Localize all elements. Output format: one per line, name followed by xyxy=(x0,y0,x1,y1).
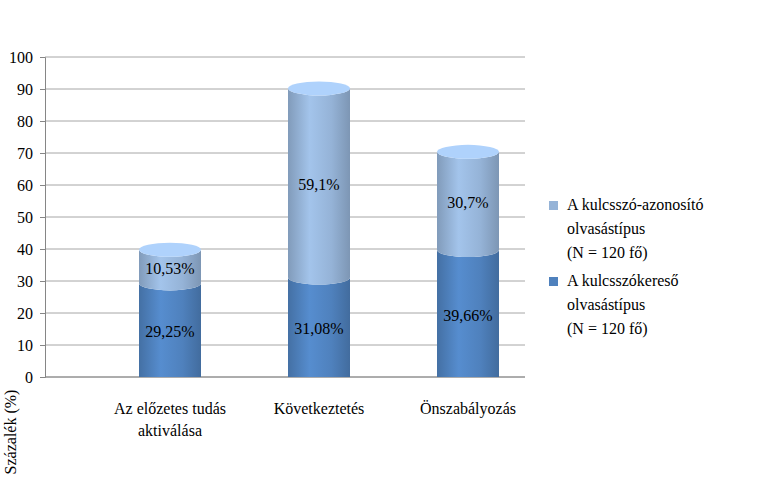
y-tick-mark xyxy=(40,345,45,346)
bar-top xyxy=(437,145,499,159)
y-tick-label: 30 xyxy=(17,273,33,290)
y-tick-mark xyxy=(40,89,45,90)
x-axis: Az előzetes tudásaktiválása Következtetés… xyxy=(114,400,516,439)
y-tick-label: 0 xyxy=(25,369,33,386)
bar-segment xyxy=(437,250,499,377)
y-tick-mark xyxy=(40,217,45,218)
data-label: 29,25% xyxy=(145,323,194,340)
y-tick-label: 40 xyxy=(17,241,33,258)
chart-container: 0 10 20 30 40 50 60 70 80 90 100 Százalék (%) Az elő… xyxy=(0,0,758,486)
y-tick-label: 70 xyxy=(17,145,33,162)
y-axis-line xyxy=(40,58,46,378)
y-tick-label: 100 xyxy=(9,49,33,66)
y-axis: 0 10 20 30 40 50 60 70 80 90 100 xyxy=(9,49,46,386)
y-tick-mark xyxy=(40,57,45,58)
y-tick: 40 xyxy=(17,241,45,258)
y-tick-mark xyxy=(40,377,45,378)
bar-segment xyxy=(437,152,499,257)
grid-line xyxy=(45,121,525,122)
y-tick-mark xyxy=(40,313,45,314)
bar-segment xyxy=(288,88,350,284)
y-tick-label: 90 xyxy=(17,81,33,98)
y-tick-mark xyxy=(40,185,45,186)
y-tick-label: 20 xyxy=(17,305,33,322)
data-label: 10,53% xyxy=(145,260,194,277)
legend-swatch xyxy=(549,277,558,286)
grid-line xyxy=(45,89,525,90)
legend-swatch xyxy=(549,201,558,210)
y-tick-label: 60 xyxy=(17,177,33,194)
x-tick-label: Következtetés xyxy=(274,400,365,417)
x-tick-label: Önszabályozás xyxy=(420,400,516,418)
x-tick-label: Az előzetes tudásaktiválása xyxy=(114,400,226,439)
bar-top xyxy=(139,243,201,257)
bars xyxy=(139,81,499,377)
data-label: 59,1% xyxy=(298,176,339,193)
data-label: 39,66% xyxy=(443,307,492,324)
y-tick-label: 50 xyxy=(17,209,33,226)
grid-line xyxy=(45,57,525,58)
data-label: 31,08% xyxy=(294,320,343,337)
chart: 0 10 20 30 40 50 60 70 80 90 100 Százalék (%) Az elő… xyxy=(0,0,758,486)
y-tick-mark xyxy=(40,153,45,154)
y-tick: 50 xyxy=(17,209,45,226)
y-tick-label: 10 xyxy=(17,337,33,354)
bar-segment xyxy=(288,278,350,377)
data-label: 30,7% xyxy=(447,194,488,211)
y-tick: 100 xyxy=(9,49,45,66)
y-axis-title: Százalék (%) xyxy=(2,390,20,475)
y-tick: 10 xyxy=(17,337,45,354)
legend-label: A kulcsszókeresőolvasástípus(N = 120 fő) xyxy=(567,272,679,338)
y-tick: 80 xyxy=(17,113,45,130)
y-tick: 70 xyxy=(17,145,45,162)
y-tick: 60 xyxy=(17,177,45,194)
y-tick-mark xyxy=(40,249,45,250)
y-tick-label: 80 xyxy=(17,113,33,130)
data-labels: 29,25% 10,53% 31,08% 59,1% 39,66% 30,7% xyxy=(145,176,492,340)
y-tick: 30 xyxy=(17,273,45,290)
bar-segment xyxy=(139,283,201,377)
y-tick: 0 xyxy=(25,369,45,386)
legend-label: A kulcsszó-azonosítóolvasástípus(N = 120… xyxy=(567,196,703,262)
y-tick: 90 xyxy=(17,81,45,98)
legend: A kulcsszó-azonosítóolvasástípus(N = 120… xyxy=(549,196,703,338)
y-tick: 20 xyxy=(17,305,45,322)
bar-top xyxy=(288,81,350,95)
y-tick-mark xyxy=(40,281,45,282)
y-tick-mark xyxy=(40,121,45,122)
